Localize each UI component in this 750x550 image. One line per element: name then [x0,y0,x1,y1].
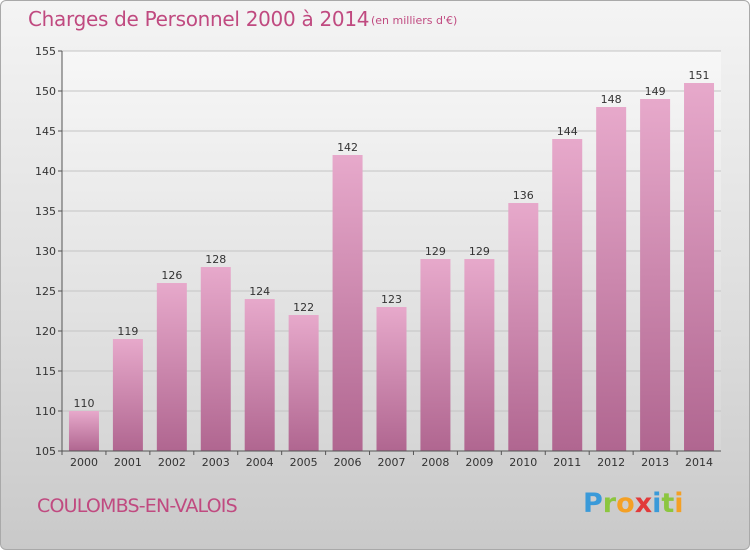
x-tick-label: 2011 [553,456,581,469]
data-label: 128 [205,253,226,266]
y-tick-label: 130 [35,245,56,258]
logo-letter: r [602,488,617,519]
data-label: 151 [689,69,710,82]
x-axis-labels: 2000 2001 2002 2003 2004 2005 2006 2007 2008 2009… [61,451,713,469]
x-tick-label: 2013 [641,456,669,469]
bar-2003 [200,267,231,451]
x-tick-label: 2009 [465,456,493,469]
data-label: 126 [161,269,182,282]
proxiti-logo: Proxiti [583,488,684,519]
y-axis-labels: 105 110 115 120 125 130 135 140 145 150 155 [35,45,56,458]
y-tick-label: 155 [35,45,56,58]
logo-letter: t [661,488,675,519]
data-label: 148 [601,93,622,106]
data-label: 129 [469,245,490,258]
y-tick-label: 125 [35,285,56,298]
x-tick-label: 2002 [158,456,186,469]
x-tick-label: 2004 [246,456,274,469]
y-tick-label: 120 [35,325,56,338]
data-label: 136 [513,189,534,202]
data-label: 119 [117,325,138,338]
data-label: 123 [381,293,402,306]
chart-title: Charges de Personnel 2000 à 2014 [28,7,370,31]
bar-2013 [640,99,671,451]
x-tick-label: 2014 [685,456,713,469]
y-tick-label: 115 [35,365,56,378]
data-label: 144 [557,125,578,138]
y-tick-label: 150 [35,85,56,98]
data-label: 122 [293,301,314,314]
bar-2002 [156,283,187,451]
logo-letter: i [652,488,662,519]
bar-2012 [596,107,627,451]
x-tick-label: 2003 [202,456,230,469]
data-label: 110 [73,397,94,410]
y-tick-label: 105 [35,445,56,458]
logo-letter: o [616,488,635,519]
bar-2010 [508,203,539,451]
bar-2009 [464,259,495,451]
bars: 110 119 126 128 124 122 142 123 129 129 136 144 148 1… [68,69,715,451]
logo-letter: i [674,488,684,519]
bar-2011 [552,139,583,451]
data-label: 124 [249,285,270,298]
bar-2000 [68,411,99,451]
bar-2014 [684,83,715,451]
bar-2008 [420,259,451,451]
data-label: 149 [645,85,666,98]
bar-2001 [112,339,143,451]
x-tick-label: 2007 [378,456,406,469]
x-tick-label: 2012 [597,456,625,469]
logo-letter: P [583,488,603,519]
x-tick-label: 2010 [509,456,537,469]
bar-2007 [376,307,407,451]
bar-2004 [244,299,275,451]
commune-name: COULOMBS-EN-VALOIS [37,495,238,517]
x-tick-label: 2000 [70,456,98,469]
chart-subtitle: (en milliers d'€) [371,14,458,27]
bar-2005 [288,315,319,451]
logo-letter: x [634,488,653,519]
x-tick-label: 2005 [290,456,318,469]
y-tick-label: 145 [35,125,56,138]
data-label: 142 [337,141,358,154]
x-tick-label: 2001 [114,456,142,469]
y-tick-label: 140 [35,165,56,178]
data-label: 129 [425,245,446,258]
y-tick-label: 110 [35,405,56,418]
x-tick-label: 2006 [334,456,362,469]
x-tick-label: 2008 [421,456,449,469]
y-tick-label: 135 [35,205,56,218]
bar-2006 [332,155,363,451]
